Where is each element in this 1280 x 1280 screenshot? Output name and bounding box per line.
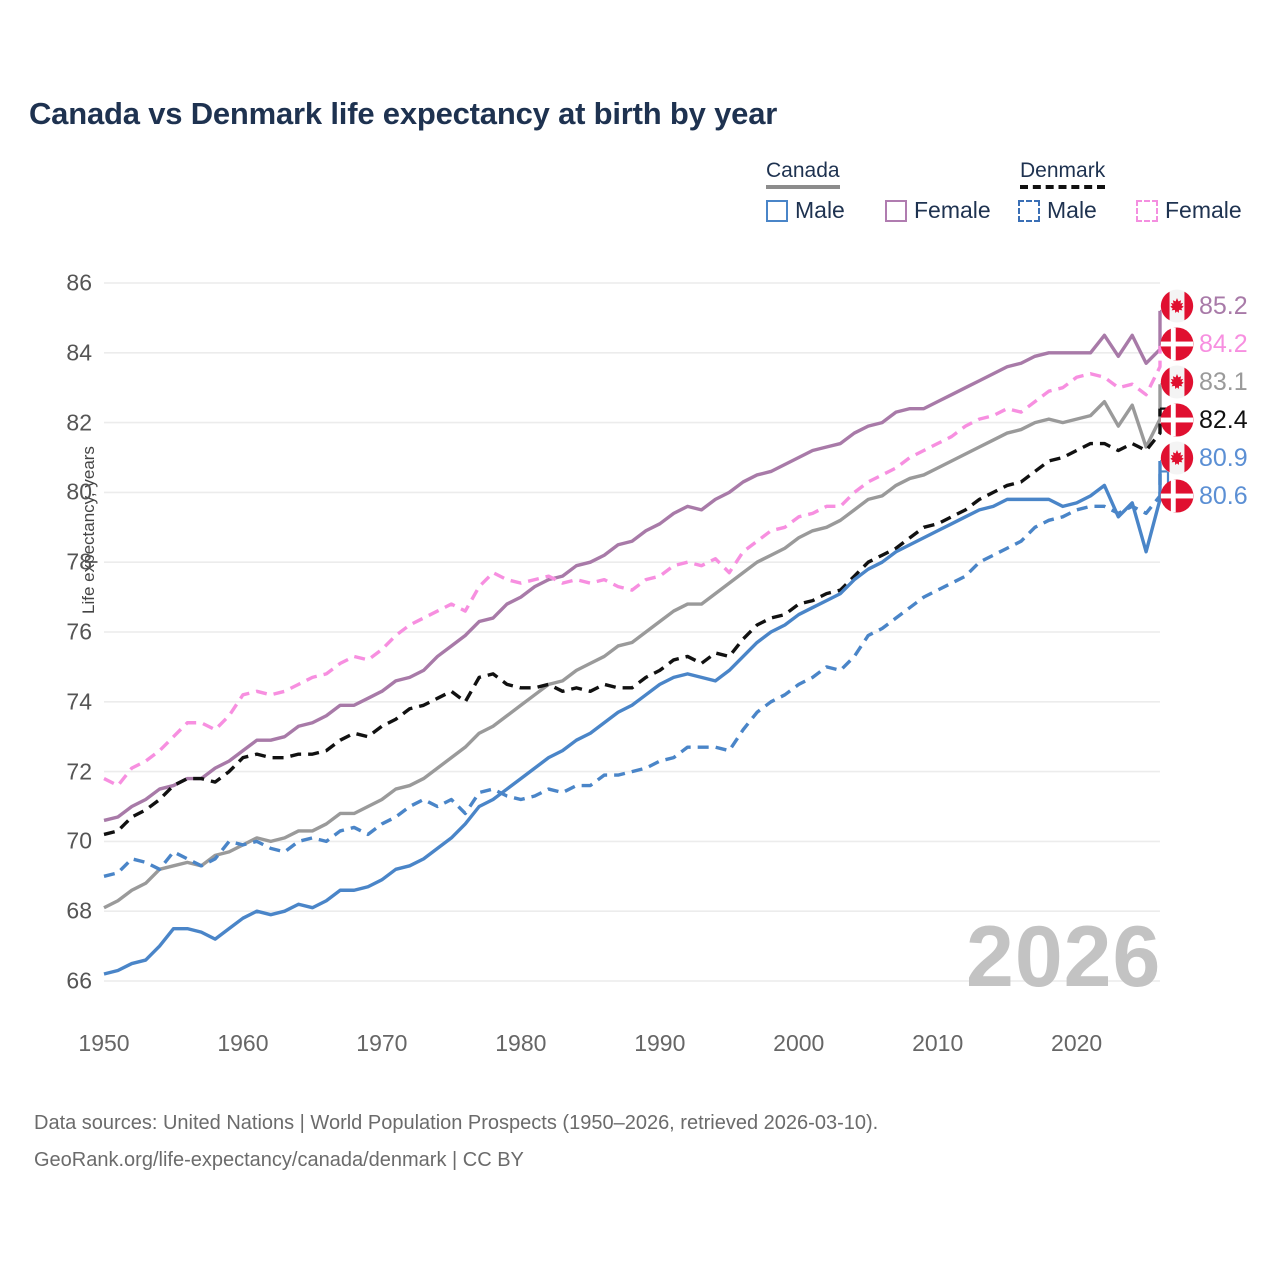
legend-item-denmark-female[interactable]: Female [1136, 197, 1242, 224]
series-end-label: 85.2 [1160, 289, 1248, 323]
series-end-label: 80.6 [1160, 479, 1248, 513]
legend-label-canada-male: Male [795, 197, 845, 223]
series-end-value: 84.2 [1199, 329, 1248, 358]
series-end-label: 82.4 [1160, 403, 1248, 437]
denmark-flag-icon [1160, 403, 1194, 437]
canada-flag-icon [1160, 441, 1194, 475]
x-axis-tick-label: 2020 [1051, 1030, 1103, 1056]
series-line-canada-female [103, 310, 1162, 823]
legend-label-denmark-male: Male [1047, 197, 1097, 223]
legend-swatch-icon-denmark-male [1018, 199, 1040, 222]
y-axis-tick-label: 80 [66, 478, 92, 505]
legend-item-canada-female[interactable]: Female [885, 197, 991, 224]
legend-entries: Male Female Male Female [758, 197, 1258, 229]
legend-group-denmark: Denmark [1020, 159, 1106, 189]
y-axis-tick-label: 74 [66, 688, 92, 715]
x-axis-tick-label: 1980 [495, 1030, 547, 1056]
legend-label-denmark-female: Female [1165, 197, 1242, 223]
y-axis-tick-label: 68 [66, 897, 92, 924]
y-axis-tick-label: 78 [66, 548, 92, 575]
x-axis-tick-label: 1990 [634, 1030, 686, 1056]
y-axis-tick-label: 76 [66, 618, 92, 645]
series-end-labels: 85.2 84.2 83.1 82.4 80.9 80.6 [1160, 0, 1280, 1280]
y-axis-tick-label: 84 [66, 339, 92, 366]
legend-swatch-icon-canada-male [766, 199, 788, 222]
series-end-value: 80.6 [1199, 481, 1248, 510]
legend-group-label-denmark: Denmark [1020, 159, 1106, 182]
denmark-flag-icon [1160, 479, 1194, 513]
y-axis-tick-label: 70 [66, 827, 92, 854]
legend-label-canada-female: Female [914, 197, 991, 223]
canada-flag-icon [1160, 365, 1194, 399]
canada-flag-icon [1160, 289, 1194, 323]
legend-swatch-icon-denmark-female [1136, 199, 1158, 222]
y-axis-tick-label: 66 [66, 967, 92, 994]
series-end-value: 80.9 [1199, 443, 1248, 472]
series-line-denmark-male [103, 471, 1162, 878]
series-line-denmark-total [103, 408, 1162, 837]
series-line-canada-male [103, 460, 1162, 976]
x-axis-tick-label: 1970 [356, 1030, 408, 1056]
x-axis-tick-label: 2000 [773, 1030, 825, 1056]
series-line-canada-total [103, 384, 1162, 910]
denmark-flag-icon [1160, 403, 1194, 437]
series-line-denmark-female [103, 345, 1162, 788]
x-axis-tick-label: 1950 [78, 1030, 130, 1056]
footer-line-2: GeoRank.org/life-expectancy/canada/denma… [34, 1149, 524, 1171]
legend-rule-dashed [1020, 185, 1106, 189]
x-axis-tick-label: 1960 [217, 1030, 269, 1056]
y-axis-tick-label: 82 [66, 409, 92, 436]
denmark-flag-icon [1160, 327, 1194, 361]
y-axis-tick-label: 72 [66, 758, 92, 785]
legend-item-denmark-male[interactable]: Male [1018, 197, 1097, 224]
canada-flag-icon [1160, 365, 1194, 399]
legend-group-canada: Canada [766, 160, 840, 189]
denmark-flag-icon [1160, 327, 1194, 361]
page-title: Canada vs Denmark life expectancy at bir… [29, 96, 778, 131]
series-end-value: 83.1 [1199, 367, 1248, 396]
y-axis-tick-label: 86 [66, 269, 92, 296]
series-end-label: 83.1 [1160, 365, 1248, 399]
year-watermark: 2026 [966, 909, 1162, 1005]
legend-swatch-icon-canada-female [885, 199, 907, 222]
legend-country-groups: Canada Denmark [758, 160, 1258, 190]
legend-rule-solid [766, 185, 840, 189]
canada-flag-icon [1160, 441, 1194, 475]
denmark-flag-icon [1160, 479, 1194, 513]
footer-line-1: Data sources: United Nations | World Pop… [34, 1112, 879, 1134]
series-end-value: 85.2 [1199, 291, 1248, 320]
legend-group-label-canada: Canada [766, 159, 840, 182]
series-end-value: 82.4 [1199, 405, 1248, 434]
footer-credits: Data sources: United Nations | World Pop… [34, 1105, 878, 1179]
series-end-label: 84.2 [1160, 327, 1248, 361]
chart-legend: Canada Denmark Male Female Male [758, 160, 1258, 229]
series-end-label: 80.9 [1160, 441, 1248, 475]
canada-flag-icon [1160, 289, 1194, 323]
legend-item-canada-male[interactable]: Male [766, 197, 845, 224]
x-axis-tick-label: 2010 [912, 1030, 964, 1056]
